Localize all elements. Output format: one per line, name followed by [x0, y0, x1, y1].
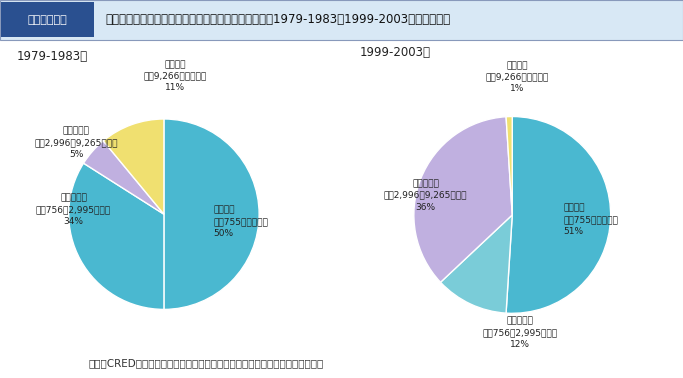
- Text: 1999-2003年: 1999-2003年: [360, 46, 431, 59]
- Wedge shape: [164, 119, 259, 310]
- Text: 高所得国
（年9,266ドル以上）
11%: 高所得国 （年9,266ドル以上） 11%: [143, 60, 207, 93]
- Text: 中低所得国
（年756～2,995ドル）
34%: 中低所得国 （年756～2,995ドル） 34%: [36, 193, 111, 226]
- Wedge shape: [506, 116, 611, 313]
- Text: 自然災害による死者数（国の一人当り平均所得別）［1979-1983，1999-2003　世界合計］: 自然災害による死者数（国の一人当り平均所得別）［1979-1983，1999-2…: [106, 13, 451, 26]
- Text: 中高所得国
（年2,996～9,265ドル）
5%: 中高所得国 （年2,996～9,265ドル） 5%: [35, 127, 118, 159]
- Text: 低所得国
（年755ドル以下）
50%: 低所得国 （年755ドル以下） 50%: [213, 206, 268, 238]
- Text: 1979-1983年: 1979-1983年: [16, 50, 87, 64]
- Text: 高所得国
（年9,266ドル以上）
1%: 高所得国 （年9,266ドル以上） 1%: [486, 61, 549, 93]
- Text: 低所得国
（年755ドル以下）
51%: 低所得国 （年755ドル以下） 51%: [563, 203, 618, 236]
- Text: 中低所得国
（年756～2,995ドル）
12%: 中低所得国 （年756～2,995ドル） 12%: [483, 317, 558, 349]
- Text: 中高所得国
（年2,996～9,265ドル）
36%: 中高所得国 （年2,996～9,265ドル） 36%: [384, 179, 467, 212]
- Wedge shape: [83, 141, 164, 214]
- Wedge shape: [69, 163, 164, 310]
- Wedge shape: [414, 117, 512, 282]
- Wedge shape: [441, 215, 512, 313]
- Text: 図４－１－３: 図４－１－３: [27, 15, 67, 25]
- Wedge shape: [103, 119, 164, 214]
- Wedge shape: [506, 116, 512, 215]
- Bar: [1, 2, 94, 37]
- Text: 資料：CRED，世界銀行，アジア防災センター資料を基に内閣府において作成。: 資料：CRED，世界銀行，アジア防災センター資料を基に内閣府において作成。: [89, 359, 324, 369]
